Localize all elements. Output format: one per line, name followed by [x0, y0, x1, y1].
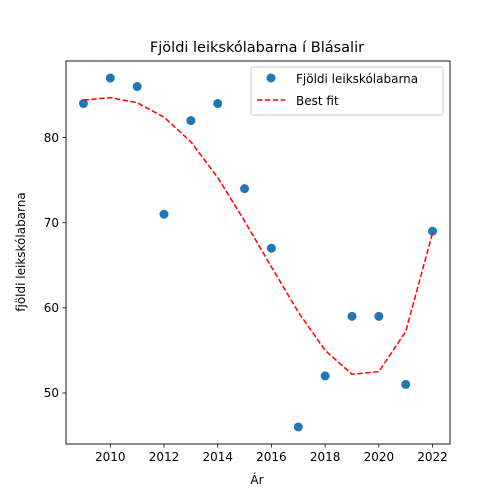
scatter-point — [240, 184, 250, 194]
best-fit-line — [83, 96, 434, 375]
scatter-point — [293, 422, 303, 432]
scatter-point — [320, 371, 330, 381]
scatter-point — [266, 243, 276, 253]
x-tick-label: 2020 — [364, 450, 395, 464]
x-tick-label: 2012 — [149, 450, 180, 464]
legend-label-scatter: Fjöldi leikskólabarna — [296, 72, 418, 86]
x-axis-label: Ár — [250, 472, 263, 487]
scatter-point — [78, 99, 88, 109]
x-tick-label: 2014 — [202, 450, 233, 464]
legend-label-line: Best fit — [296, 94, 339, 108]
scatter-point — [374, 311, 384, 321]
y-tick-label: 60 — [44, 301, 59, 315]
x-axis: 2010 2012 2014 2016 2018 2020 2022 — [95, 444, 448, 464]
scatter-point — [428, 226, 438, 236]
scatter-point — [186, 116, 196, 126]
x-tick-label: 2018 — [310, 450, 341, 464]
plot-frame — [65, 60, 451, 445]
legend: Fjöldi leikskólabarna Best fit — [250, 66, 444, 116]
scatter-point — [159, 209, 169, 219]
y-axis: 50 60 70 80 — [44, 131, 66, 400]
scatter-point — [132, 82, 142, 92]
scatter-point — [401, 379, 411, 389]
scatter-point — [105, 73, 115, 83]
y-axis-label: fjöldi leikskólabarna — [14, 192, 28, 311]
x-tick-label: 2016 — [256, 450, 287, 464]
plot-area — [78, 73, 438, 432]
chart-title: Fjöldi leikskólabarna í Blásalir — [150, 40, 364, 56]
y-tick-label: 70 — [44, 216, 59, 230]
y-tick-label: 50 — [44, 386, 59, 400]
y-tick-label: 80 — [44, 131, 59, 145]
x-tick-label: 2010 — [95, 450, 126, 464]
legend-box — [250, 66, 444, 116]
scatter-point — [347, 311, 357, 321]
x-tick-label: 2022 — [417, 450, 448, 464]
scatter-point — [213, 99, 223, 109]
legend-marker-scatter — [266, 73, 276, 83]
